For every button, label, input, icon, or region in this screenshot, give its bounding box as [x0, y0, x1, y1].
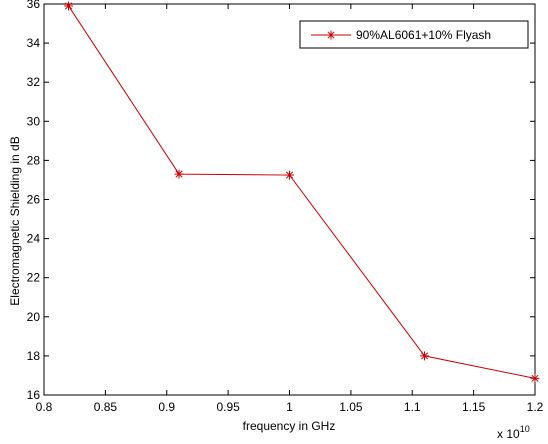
x-tick-label: 1.15 [462, 400, 486, 414]
y-tick-label: 34 [27, 36, 41, 50]
legend-entry-label: 90%AL6061+10% Flyash [356, 28, 491, 42]
y-tick-label: 16 [27, 388, 41, 402]
legend-marker [326, 30, 336, 40]
x-tick-label: 1.05 [339, 400, 363, 414]
series-layer [64, 1, 540, 383]
x-scale-factor: x 1010 [497, 424, 530, 441]
y-tick-label: 24 [27, 232, 41, 246]
x-scale-base: x 10 [497, 427, 520, 441]
data-point [285, 170, 294, 180]
x-tick-label: 1 [286, 400, 293, 414]
x-axis-label: frequency in GHz [243, 419, 336, 433]
data-point [64, 1, 74, 11]
x-tick-label: 0.8 [36, 400, 53, 414]
y-tick-label: 18 [27, 349, 41, 363]
x-tick-label: 1.2 [527, 400, 544, 414]
y-tick-label: 36 [27, 0, 41, 11]
x-scale-exponent: 10 [520, 424, 530, 434]
y-tick-label: 22 [27, 271, 41, 285]
data-point [530, 373, 540, 383]
plot-area [43, 3, 536, 396]
x-tick-label: 0.9 [158, 400, 175, 414]
y-axis-label: Electromagnetic Shielding in dB [8, 136, 22, 305]
data-point [174, 169, 184, 179]
axis-ticks: 0.8 0.85 0.9 0.95 1 1.05 1.1 1.15 1.2 16 18 20 22 24 2… [27, 0, 544, 414]
x-tick-label: 0.95 [216, 400, 240, 414]
y-tick-label: 32 [27, 75, 41, 89]
legend[interactable]: 90%AL6061+10% Flyash [299, 20, 529, 49]
legend-marker-symbol [326, 30, 336, 40]
x-tick-label: 1.1 [404, 400, 421, 414]
y-tick-label: 26 [27, 193, 41, 207]
x-tick-label: 0.85 [94, 400, 118, 414]
y-tick-label: 30 [27, 114, 41, 128]
y-tick-label: 28 [27, 153, 41, 167]
y-tick-label: 20 [27, 310, 41, 324]
data-point [420, 351, 430, 361]
